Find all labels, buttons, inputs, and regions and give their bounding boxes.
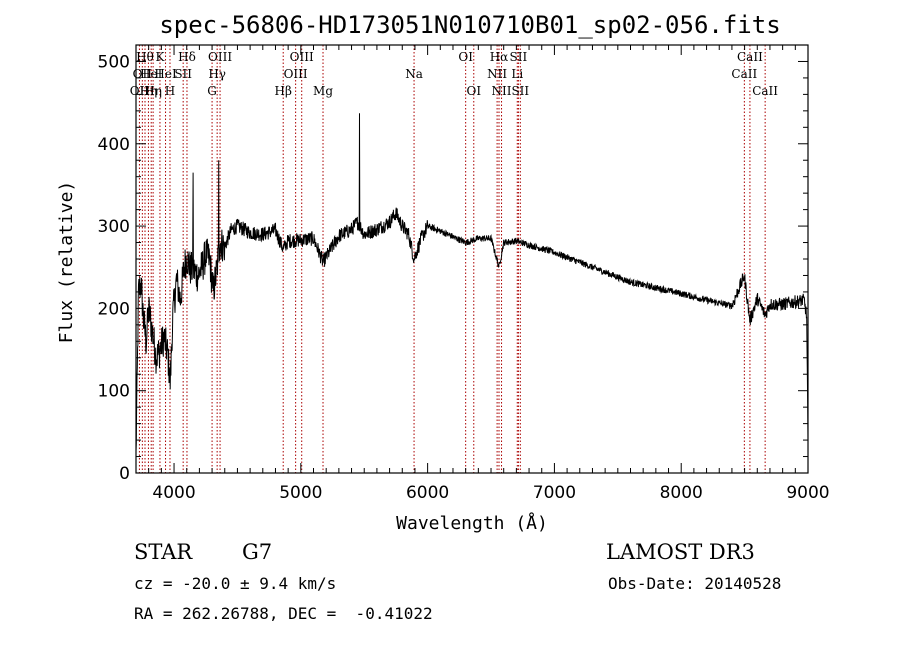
line-marker-label: Hθ: [136, 50, 154, 64]
line-marker-label: OIII: [208, 50, 232, 64]
line-marker-label: SII: [510, 50, 528, 64]
line-marker-label: SII: [174, 67, 192, 81]
y-tick-label: 400: [98, 135, 130, 155]
x-tick-label: 8000: [660, 483, 703, 503]
line-marker-label: SII: [511, 84, 529, 98]
line-marker-label: Mg: [313, 84, 333, 98]
line-markers: [138, 45, 766, 473]
line-marker-label: Hα: [490, 50, 509, 64]
y-tick-label: 200: [98, 299, 130, 319]
line-marker-label: H: [165, 84, 175, 98]
line-marker-label: Hδ: [178, 50, 196, 64]
line-marker-label: OII: [130, 84, 150, 98]
line-marker-label: HeI: [154, 67, 177, 81]
y-tick-label: 500: [98, 52, 130, 72]
line-marker-label: Hγ: [208, 67, 226, 81]
line-marker-label: K: [155, 50, 165, 64]
survey-name: LAMOST DR3: [606, 540, 755, 564]
x-tick-label: 5000: [279, 483, 322, 503]
y-axis-ticks: 0 100 200 300 400 500: [98, 44, 808, 484]
y-tick-label: 300: [98, 217, 130, 237]
line-marker-label: OIII: [284, 67, 308, 81]
coordinates: RA = 262.26788, DEC = -0.41022: [134, 604, 433, 623]
object-subclass: G7: [242, 540, 273, 564]
y-tick-label: 0: [119, 464, 130, 484]
x-tick-label: 4000: [152, 483, 195, 503]
line-marker-label: OI: [458, 50, 473, 64]
obs-date: Obs-Date: 20140528: [608, 574, 782, 593]
line-marker-label: NII: [487, 67, 507, 81]
line-marker-label: G: [207, 84, 217, 98]
line-marker-label: CaII: [752, 84, 778, 98]
y-tick-label: 100: [98, 382, 130, 402]
y-axis-label: Flux (relative): [56, 181, 77, 344]
line-marker-label: Hβ: [275, 84, 292, 98]
line-marker-label: Li: [511, 67, 523, 81]
line-marker-labels: OIIOIIHθHηHeIHηKHeIHSIIHδGHγOIIIHβOIIIOI…: [130, 50, 779, 98]
redshift-text: cz = -20.0 ± 9.4 km/s: [134, 574, 337, 593]
line-marker-label: Hη: [144, 84, 162, 98]
line-marker-label: CaII: [737, 50, 763, 64]
x-axis-label: Wavelength (Å): [396, 512, 548, 534]
spectrum-line: [135, 113, 809, 451]
line-marker-label: OIII: [290, 50, 314, 64]
line-marker-label: HeI: [140, 67, 163, 81]
x-tick-label: 9000: [786, 483, 829, 503]
plot-frame: [135, 44, 809, 474]
x-tick-label: 6000: [406, 483, 449, 503]
line-marker-label: OI: [466, 84, 481, 98]
x-axis-ticks: 4000 5000 6000 7000 8000 9000: [135, 45, 830, 503]
x-tick-label: 7000: [533, 483, 576, 503]
line-marker-label: NII: [492, 84, 512, 98]
line-marker-label: Hη: [140, 84, 158, 98]
object-class: STAR: [134, 540, 193, 564]
chart-title: spec-56806-HD173051N010710B01_sp02-056.f…: [159, 11, 780, 39]
line-marker-label: Na: [405, 67, 423, 81]
line-marker-label: CaII: [731, 67, 757, 81]
